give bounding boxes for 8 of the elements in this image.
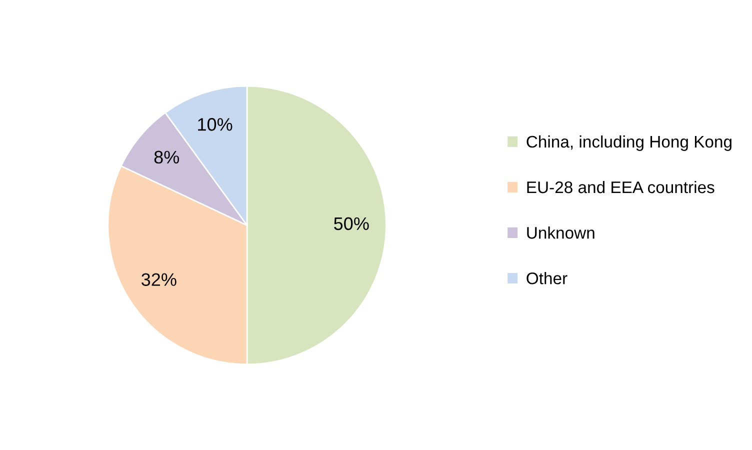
data-label: 10%	[198, 118, 232, 131]
data-label: 8%	[154, 150, 180, 164]
legend-label: Other	[526, 272, 568, 284]
data-label: 32%	[142, 273, 176, 286]
legend-label: EU-28 and EEA countries	[527, 180, 714, 194]
data-label: 50%	[334, 217, 369, 230]
legend-label: Unknown	[527, 226, 594, 239]
legend-label: China, including Hong Kong	[526, 135, 732, 151]
